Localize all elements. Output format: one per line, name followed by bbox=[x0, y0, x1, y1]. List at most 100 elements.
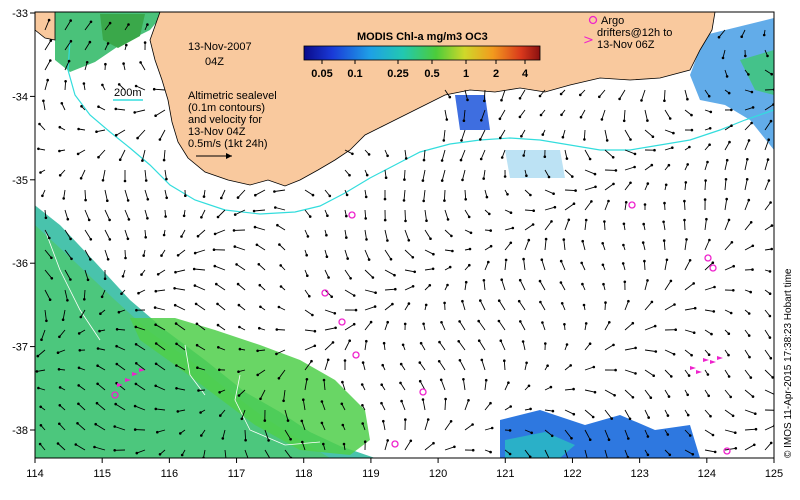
velocity-arrow bbox=[461, 301, 466, 311]
velocity-arrow-head bbox=[237, 394, 241, 397]
velocity-arrow-head bbox=[560, 302, 564, 305]
velocity-arrow-head bbox=[448, 265, 452, 269]
velocity-arrow bbox=[254, 226, 266, 231]
y-tick-label: -36 bbox=[12, 258, 28, 270]
velocity-arrow bbox=[444, 109, 448, 120]
velocity-arrow-head bbox=[563, 323, 566, 326]
velocity-arrow-head bbox=[503, 359, 506, 363]
velocity-arrow bbox=[501, 89, 506, 101]
velocity-arrow-head bbox=[106, 42, 110, 45]
velocity-arrow bbox=[724, 389, 732, 398]
velocity-arrow-head bbox=[442, 139, 446, 142]
velocity-arrow-head bbox=[313, 329, 317, 333]
velocity-arrow-head bbox=[565, 343, 569, 346]
velocity-arrow-head bbox=[400, 399, 403, 403]
velocity-arrow-head bbox=[238, 347, 242, 351]
velocity-arrow-head bbox=[154, 362, 158, 366]
velocity-arrow-head bbox=[101, 83, 104, 87]
velocity-arrow-head bbox=[471, 423, 474, 426]
velocity-arrow-head bbox=[402, 199, 406, 202]
velocity-arrow-head bbox=[582, 303, 586, 307]
velocity-arrow bbox=[664, 129, 674, 134]
velocity-arrow bbox=[604, 322, 610, 331]
velocity-arrow bbox=[724, 160, 728, 171]
velocity-arrow-head bbox=[688, 434, 692, 437]
velocity-arrow-head bbox=[374, 291, 377, 295]
velocity-arrow bbox=[724, 265, 734, 271]
velocity-arrow bbox=[564, 219, 570, 231]
velocity-arrow bbox=[224, 449, 227, 458]
velocity-arrow-head bbox=[674, 328, 677, 332]
argo-drifter bbox=[419, 388, 427, 396]
velocity-arrow bbox=[584, 409, 594, 418]
velocity-arrow-head bbox=[750, 90, 754, 94]
velocity-arrow bbox=[584, 366, 594, 371]
velocity-arrow-head bbox=[708, 143, 711, 146]
velocity-arrow-head bbox=[308, 294, 311, 298]
velocity-arrow bbox=[764, 104, 774, 111]
velocity-arrow-head bbox=[240, 417, 244, 421]
velocity-arrow bbox=[744, 389, 754, 397]
velocity-arrow bbox=[116, 345, 126, 351]
velocity-arrow bbox=[196, 344, 206, 351]
velocity-arrow bbox=[115, 403, 126, 411]
velocity-arrow bbox=[404, 229, 410, 241]
velocity-arrow-head bbox=[506, 193, 509, 196]
colorbar-tick-label: 2 bbox=[493, 68, 499, 80]
velocity-arrow bbox=[157, 429, 166, 433]
velocity-arrow-head bbox=[468, 247, 472, 251]
velocity-arrow bbox=[541, 259, 546, 271]
velocity-arrow bbox=[420, 342, 426, 351]
velocity-arrow bbox=[278, 369, 286, 379]
velocity-arrow-head bbox=[668, 453, 672, 457]
velocity-arrow bbox=[441, 322, 446, 331]
velocity-arrow bbox=[341, 381, 346, 391]
velocity-arrow-head bbox=[134, 382, 138, 386]
velocity-arrow bbox=[217, 209, 226, 218]
argo-drifter bbox=[352, 351, 360, 359]
velocity-arrow bbox=[104, 22, 111, 31]
velocity-arrow-head bbox=[768, 314, 772, 318]
velocity-arrow-head bbox=[497, 319, 501, 323]
velocity-arrow bbox=[155, 385, 166, 391]
velocity-arrow-head bbox=[508, 452, 512, 456]
argo-track-marker bbox=[710, 360, 716, 364]
velocity-arrow bbox=[254, 209, 266, 212]
velocity-arrow-head bbox=[503, 175, 507, 178]
velocity-arrow-head bbox=[767, 179, 771, 182]
velocity-arrow bbox=[197, 367, 206, 371]
velocity-arrow-head bbox=[60, 102, 64, 105]
velocity-arrow bbox=[44, 60, 51, 71]
velocity-arrow-head bbox=[690, 128, 694, 132]
velocity-arrow bbox=[344, 340, 351, 351]
velocity-arrow bbox=[84, 249, 91, 260]
velocity-arrow-head bbox=[750, 121, 753, 125]
velocity-arrow bbox=[115, 108, 126, 111]
velocity-arrow-head bbox=[174, 270, 177, 274]
velocity-arrow-head bbox=[686, 413, 690, 417]
velocity-arrow-head bbox=[233, 245, 237, 248]
velocity-arrow bbox=[580, 109, 586, 118]
velocity-arrow-head bbox=[440, 179, 444, 182]
velocity-arrow-head bbox=[770, 72, 773, 76]
velocity-arrow-head bbox=[688, 259, 692, 262]
velocity-arrow-head bbox=[401, 343, 405, 347]
velocity-arrow bbox=[214, 229, 226, 235]
velocity-arrow bbox=[64, 269, 71, 280]
velocity-arrow-head bbox=[173, 303, 177, 307]
velocity-arrow-head bbox=[740, 35, 743, 38]
velocity-arrow bbox=[44, 269, 53, 279]
velocity-arrow-head bbox=[301, 440, 304, 444]
velocity-arrow-head bbox=[499, 339, 503, 343]
velocity-arrow bbox=[141, 149, 146, 161]
velocity-arrow bbox=[404, 249, 414, 258]
velocity-arrow-head bbox=[409, 439, 413, 443]
velocity-arrow-head bbox=[320, 421, 324, 425]
velocity-arrow-head bbox=[579, 93, 582, 97]
velocity-arrow bbox=[464, 282, 467, 291]
velocity-arrow-head bbox=[769, 356, 773, 360]
velocity-arrow-head bbox=[519, 320, 522, 323]
velocity-arrow-head bbox=[84, 198, 87, 202]
velocity-arrow-head bbox=[179, 432, 182, 435]
velocity-arrow bbox=[77, 149, 86, 155]
